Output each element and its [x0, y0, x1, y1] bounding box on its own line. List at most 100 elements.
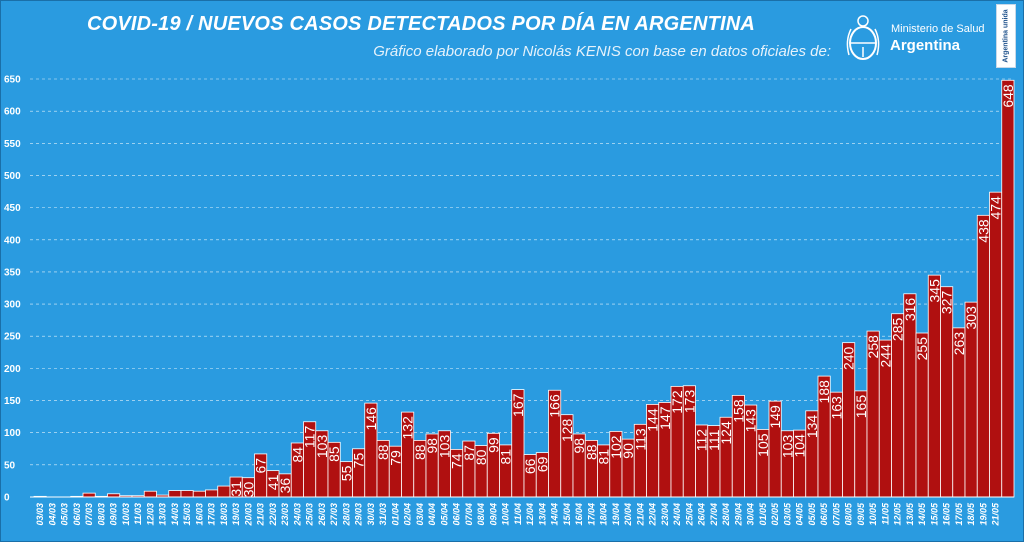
data-label: 80: [473, 449, 489, 465]
x-tick-label: 03/04: [415, 503, 425, 526]
x-tick-label: 11/04: [513, 503, 523, 525]
data-label: 144: [645, 408, 661, 432]
x-tick-label: 19/04: [611, 503, 621, 526]
bar: [168, 490, 182, 498]
data-label: 244: [877, 344, 893, 368]
x-tick-label: 27/03: [329, 503, 339, 527]
data-label: 30: [240, 481, 256, 497]
x-tick-label: 15/03: [182, 503, 192, 526]
x-tick-label: 19/03: [231, 503, 241, 526]
x-tick-label: 30/03: [366, 503, 376, 526]
x-tick-label: 29/04: [733, 503, 743, 527]
x-tick-label: 07/04: [464, 503, 474, 526]
x-tick-label: 11/03: [133, 503, 143, 525]
x-tick-label: 13/05: [905, 502, 915, 526]
data-label: 117: [302, 426, 318, 449]
x-tick-label: 11/05: [880, 502, 890, 525]
data-label: 105: [755, 433, 771, 457]
x-tick-label: 12/03: [145, 503, 155, 526]
bar: [192, 490, 206, 498]
bar: [964, 301, 978, 498]
data-label: 66: [522, 458, 538, 474]
x-tick-label: 22/04: [648, 503, 658, 527]
data-label: 79: [387, 450, 403, 466]
data-label: 69: [534, 456, 550, 472]
x-tick-label: 10/05: [868, 502, 878, 526]
bar: [205, 489, 219, 498]
data-label: 103: [779, 435, 795, 459]
x-tick-label: 05/03: [60, 503, 70, 526]
x-tick-label: 20/03: [243, 503, 253, 527]
data-label: 124: [718, 421, 734, 445]
y-tick-label: 250: [4, 332, 21, 343]
data-label: 99: [485, 437, 501, 453]
x-tick-label: 25/04: [684, 503, 694, 527]
x-tick-label: 06/05: [819, 502, 829, 526]
x-tick-label: 29/03: [354, 503, 364, 527]
data-label: 303: [963, 306, 979, 330]
x-tick-label: 24/04: [672, 503, 682, 527]
x-tick-label: 08/04: [476, 503, 486, 526]
y-tick-label: 150: [4, 396, 21, 407]
data-label: 55: [338, 465, 354, 481]
bar: [143, 490, 157, 498]
x-tick-label: 03/03: [35, 503, 45, 526]
data-label: 103: [436, 435, 452, 459]
data-label: 41: [265, 474, 281, 490]
data-label: 316: [902, 298, 918, 322]
data-label: 143: [743, 409, 759, 433]
x-tick-label: 28/04: [721, 503, 731, 527]
data-label: 31: [228, 481, 244, 497]
x-tick-label: 21/03: [256, 503, 266, 527]
x-tick-label: 12/04: [525, 503, 535, 526]
y-tick-label: 200: [4, 364, 21, 375]
data-label: 88: [412, 444, 428, 460]
x-tick-label: 01/04: [390, 503, 400, 526]
x-tick-label: 16/04: [574, 503, 584, 526]
bar: [989, 191, 1003, 498]
x-tick-label: 14/05: [917, 502, 927, 526]
x-tick-label: 17/05: [954, 502, 964, 526]
x-tick-label: 09/04: [488, 503, 498, 526]
data-label: 98: [571, 438, 587, 454]
x-tick-label: 08/03: [96, 503, 106, 526]
x-tick-label: 27/04: [709, 503, 719, 527]
data-label: 167: [510, 393, 526, 417]
y-tick-label: 300: [4, 300, 21, 311]
y-tick-label: 450: [4, 203, 21, 214]
data-label: 147: [657, 406, 673, 430]
data-label: 146: [363, 407, 379, 431]
x-tick-label: 04/04: [427, 503, 437, 526]
data-label: 240: [841, 346, 857, 370]
x-tick-label: 13/04: [537, 503, 547, 526]
data-label: 81: [498, 449, 514, 465]
data-label: 327: [939, 291, 955, 315]
data-label: 163: [828, 396, 844, 420]
x-tick-label: 10/03: [121, 503, 131, 526]
x-tick-label: 10/04: [501, 503, 511, 526]
x-tick-label: 24/03: [292, 503, 302, 527]
bar: [940, 286, 954, 498]
data-label: 103: [314, 435, 330, 459]
y-tick-label: 50: [4, 460, 16, 471]
x-tick-label: 06/04: [452, 503, 462, 526]
x-tick-label: 23/03: [280, 503, 290, 527]
x-tick-label: 31/03: [378, 503, 388, 526]
x-tick-label: 12/05: [893, 502, 903, 526]
x-tick-label: 26/04: [697, 503, 707, 527]
y-tick-label: 650: [4, 75, 21, 86]
y-tick-label: 400: [4, 235, 21, 246]
data-label: 88: [375, 444, 391, 460]
argentina-unida-badge: Argentina unida: [996, 4, 1016, 68]
data-label: 158: [730, 399, 746, 423]
data-label: 173: [681, 390, 697, 414]
x-tick-label: 14/04: [550, 503, 560, 526]
x-tick-label: 19/05: [978, 502, 988, 526]
data-label: 104: [792, 434, 808, 458]
y-tick-label: 500: [4, 171, 21, 182]
x-tick-label: 06/03: [72, 503, 82, 526]
data-label: 188: [816, 380, 832, 404]
bar: [180, 490, 194, 498]
data-label: 474: [988, 196, 1004, 220]
